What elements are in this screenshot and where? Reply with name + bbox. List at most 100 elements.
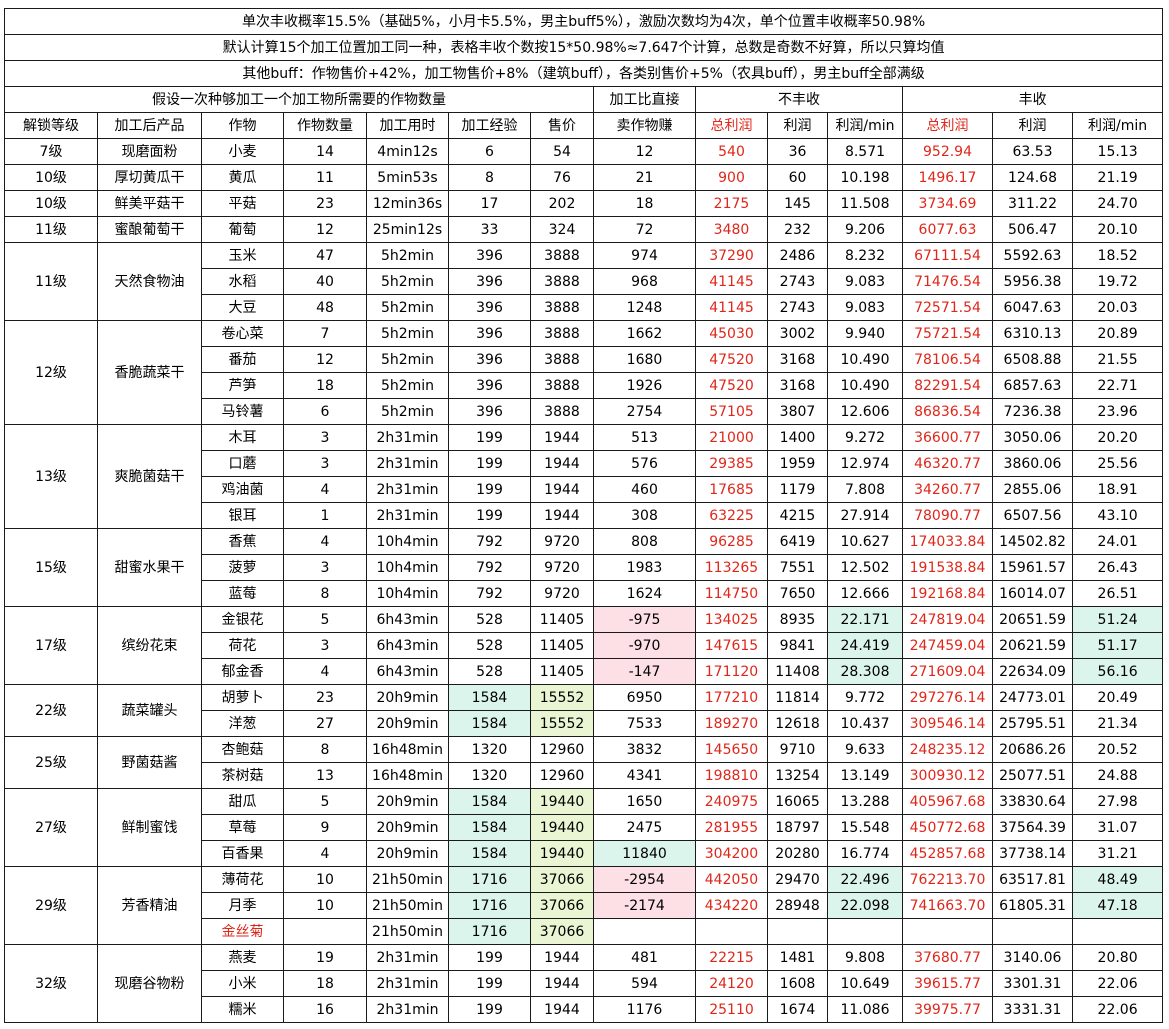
price-cell: 76 (530, 164, 594, 191)
np-rate-cell: 22.171 (827, 606, 903, 633)
price-cell: 3888 (530, 398, 594, 425)
h-rate-cell: 22.06 (1071, 970, 1164, 997)
qty-cell: 27 (283, 710, 367, 737)
h-profit-cell: 3140.06 (992, 944, 1073, 971)
time-cell: 10h4min (366, 580, 449, 607)
exp-cell: 199 (448, 970, 531, 997)
np-total-cell: 189270 (695, 710, 768, 737)
h-rate-cell: 23.96 (1071, 398, 1164, 425)
table-row: 22级 蔬菜罐头 胡萝卜 23 20h9min 1584 15552 6950 177210 11… (4, 684, 1164, 737)
time-cell: 21h50min (366, 918, 449, 945)
profit-table: 单次丰收概率15.5%（基础5%，小月卡5.5%，男主buff5%），激励次数均… (3, 8, 1164, 1023)
product-cell: 香脆蔬菜干 (97, 320, 202, 425)
exp-cell: 528 (448, 658, 531, 685)
exp-cell: 792 (448, 554, 531, 581)
time-cell: 5h2min (366, 268, 449, 295)
diff-cell: 1176 (593, 996, 696, 1023)
h-rate-cell: 26.51 (1071, 580, 1164, 607)
np-total-cell: 281955 (695, 814, 768, 841)
table-row: 15级 甜蜜水果干 香蕉 4 10h4min 792 9720 808 96285 6419 10.… (4, 528, 1164, 607)
np-total-cell: 45030 (695, 320, 768, 347)
column-header-process-time: 加工用时 (366, 112, 449, 139)
diff-cell: 513 (593, 424, 696, 451)
table-row: 糯米 16 2h31min 199 1944 1176 25110 1674 11.086 399… (5, 996, 1164, 1023)
h-total-cell: 36600.77 (902, 424, 993, 451)
crop-cell: 郁金香 (201, 658, 284, 685)
np-rate-cell: 11.086 (827, 996, 903, 1023)
np-rate-cell: 10.649 (827, 970, 903, 997)
header-no-harvest: 不丰收 (695, 86, 903, 113)
price-cell: 1944 (530, 476, 594, 503)
h-rate-cell: 20.52 (1071, 736, 1164, 763)
price-cell: 54 (530, 138, 594, 165)
time-cell: 2h31min (366, 944, 449, 971)
h-rate-cell: 24.70 (1071, 190, 1164, 217)
np-total-cell: 17685 (695, 476, 768, 503)
time-cell: 5h2min (366, 320, 449, 347)
unlock-level-cell: 11级 (4, 242, 98, 321)
h-rate-cell: 20.20 (1071, 424, 1164, 451)
qty-cell: 7 (283, 320, 367, 347)
h-rate-cell: 21.55 (1071, 346, 1164, 373)
diff-cell: 1650 (593, 788, 696, 815)
table-row: 10级 鲜美平菇干 平菇 23 12min36s 17 202 18 2175 145 11.508… (4, 190, 1164, 217)
np-total-cell: 240975 (695, 788, 768, 815)
table-row: 17级 缤纷花束 金银花 5 6h43min 528 11405 -975 134025 8935… (4, 606, 1164, 685)
diff-cell: 4341 (593, 762, 696, 789)
np-rate-cell: 10.627 (827, 528, 903, 555)
h-profit-cell: 16014.07 (992, 580, 1073, 607)
crop-cell: 小麦 (201, 138, 284, 165)
product-cell: 现磨面粉 (97, 138, 202, 165)
time-cell: 2h31min (366, 424, 449, 451)
crop-cell: 荷花 (201, 632, 284, 659)
np-total-cell: 134025 (695, 606, 768, 633)
diff-cell: 308 (593, 502, 696, 529)
np-profit-cell: 3807 (767, 398, 828, 425)
crop-cell: 胡萝卜 (201, 684, 284, 711)
h-rate-cell: 18.52 (1071, 242, 1164, 269)
exp-cell: 199 (448, 450, 531, 477)
crop-cell: 香蕉 (201, 528, 284, 555)
qty-cell: 6 (283, 398, 367, 425)
exp-cell: 1584 (448, 840, 531, 867)
h-rate-cell: 48.49 (1071, 866, 1164, 893)
np-total-cell: 21000 (695, 424, 768, 451)
exp-cell: 199 (448, 424, 531, 451)
price-cell: 37066 (530, 918, 594, 945)
h-rate-cell: 31.21 (1071, 840, 1164, 867)
np-total-cell: 37290 (695, 242, 768, 269)
np-total-cell: 540 (695, 138, 768, 165)
np-total-cell: 41145 (695, 268, 768, 295)
h-profit-cell: 2855.06 (992, 476, 1073, 503)
diff-cell: 1680 (593, 346, 696, 373)
diff-cell: -970 (593, 632, 696, 659)
table-row: 32级 现磨谷物粉 燕麦 19 2h31min 199 1944 481 22215 1481 9.… (4, 944, 1164, 1023)
np-total-cell: 47520 (695, 346, 768, 373)
time-cell: 6h43min (366, 606, 449, 633)
qty-cell: 18 (283, 372, 367, 399)
np-profit-cell: 1400 (767, 424, 828, 451)
h-rate-cell: 20.03 (1071, 294, 1164, 321)
time-cell: 2h31min (366, 970, 449, 997)
diff-cell: 1926 (593, 372, 696, 399)
crop-cell: 月季 (201, 892, 284, 919)
exp-cell: 199 (448, 476, 531, 503)
np-profit-cell: 1959 (767, 450, 828, 477)
np-profit-cell: 28948 (767, 892, 828, 919)
np-rate-cell: 24.419 (827, 632, 903, 659)
exp-cell: 1716 (448, 866, 531, 893)
exp-cell: 33 (448, 216, 531, 243)
time-cell: 21h50min (366, 866, 449, 893)
table-row: 29级 芳香精油 薄荷花 10 21h50min 1716 37066 -2954 442050… (4, 866, 1164, 945)
price-cell: 19440 (530, 788, 594, 815)
time-cell: 20h9min (366, 840, 449, 867)
np-rate-cell: 27.914 (827, 502, 903, 529)
table-row: 12级 香脆蔬菜干 卷心菜 7 5h2min 396 3888 1662 45030 3002 9.… (4, 320, 1164, 425)
h-rate-cell: 31.07 (1071, 814, 1164, 841)
np-rate-cell: 9.633 (827, 736, 903, 763)
qty-cell: 10 (283, 866, 367, 893)
qty-cell: 12 (283, 216, 367, 243)
table-row: 13级 爽脆菌菇干 木耳 3 2h31min 199 1944 513 21000 1400 9.2… (4, 424, 1164, 529)
qty-cell: 16 (283, 996, 367, 1023)
table-row: 蓝莓 8 10h4min 792 9720 1624 114750 7650 12.666 192… (5, 580, 1164, 607)
